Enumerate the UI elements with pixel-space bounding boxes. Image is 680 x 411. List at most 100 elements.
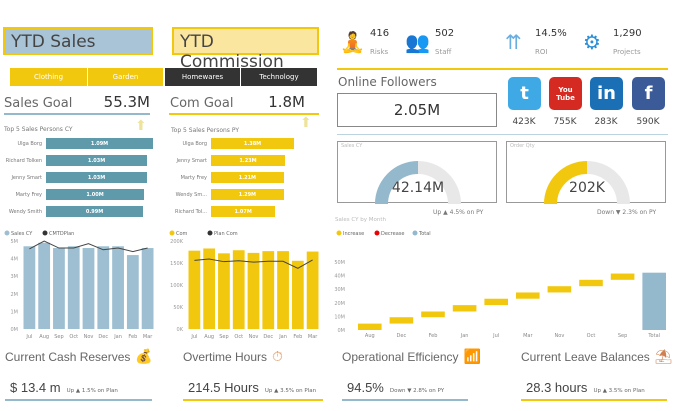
person-bar[interactable]: 1.03M: [46, 172, 148, 183]
tab-homewares[interactable]: Homewares: [165, 68, 241, 86]
kpi-value-row: 94.5% Down ▼ 2.8% on PY: [347, 380, 444, 395]
com-goal-label: Com Goal: [170, 96, 234, 111]
person-name: Jenny Smart: [176, 158, 207, 164]
x-tick: Sep: [54, 334, 63, 340]
kpi-change: Up ▲ 3.5% on Plan: [593, 388, 645, 394]
gauge-title: Order Qty: [510, 143, 535, 149]
facebook-count: 590K: [636, 117, 660, 127]
x-tick: Nov: [555, 333, 565, 339]
growth-chart-icon: 📶: [463, 349, 481, 365]
y-tick: 10M: [334, 314, 345, 320]
top5-cy-title: Top 5 Sales Persons CY: [4, 126, 73, 133]
bar[interactable]: [126, 255, 139, 329]
ytd-commission-title: YTD Commission: [172, 27, 319, 72]
legend-label: Plan Com: [214, 231, 238, 237]
legend-marker: [336, 230, 342, 236]
y-tick: 20M: [334, 301, 345, 307]
kpi-header: Current Cash Reserves 💰: [5, 349, 153, 365]
meditation-icon: 🧘: [340, 30, 365, 54]
increase-bar[interactable]: [547, 286, 572, 293]
legend-marker: [374, 230, 380, 236]
facebook-icon[interactable]: f: [632, 77, 665, 110]
legend-label: Increase: [343, 231, 364, 237]
person-bar[interactable]: 1.09M: [46, 138, 153, 149]
kpi-value-row: 28.3 hours Up ▲ 3.5% on Plan: [526, 380, 645, 395]
increase-bar[interactable]: [421, 311, 445, 318]
legend-label: Sales CY: [11, 231, 33, 237]
kpi-value-row: 214.5 Hours Up ▲ 3.5% on Plan: [188, 380, 316, 395]
kpi-value: 94.5%: [347, 380, 384, 395]
tab-garden[interactable]: Garden: [88, 68, 164, 86]
bar[interactable]: [112, 246, 124, 329]
twitter-icon[interactable]: t: [508, 77, 541, 110]
person-bar[interactable]: 0.99M: [46, 206, 144, 217]
increase-bar[interactable]: [610, 273, 635, 280]
x-tick: Feb: [429, 333, 438, 339]
bar[interactable]: [306, 251, 319, 329]
bar[interactable]: [38, 242, 51, 329]
x-tick: Sep: [618, 333, 627, 339]
legend-marker: [42, 230, 48, 236]
bar[interactable]: [203, 248, 216, 329]
kpi-value: 28.3 hours: [526, 380, 588, 395]
kpi-header: Current Leave Balances ⛱: [521, 349, 673, 365]
bar[interactable]: [23, 246, 36, 329]
increase-bar[interactable]: [484, 298, 508, 306]
person-name: Marty Frey: [180, 175, 207, 181]
y-tick: 0K: [177, 327, 184, 333]
x-tick: Jan: [113, 334, 122, 340]
y-tick: 40M: [334, 274, 345, 280]
increase-bar[interactable]: [358, 323, 382, 330]
increase-bar[interactable]: [452, 305, 477, 312]
x-tick: Sep: [219, 334, 228, 340]
person-bar[interactable]: 1.23M: [211, 155, 285, 166]
bar[interactable]: [247, 252, 260, 329]
increase-bar[interactable]: [389, 317, 414, 324]
kpi-header: Overtime Hours ⏱: [183, 349, 283, 365]
kpi-header: Operational Efficiency 📶: [342, 349, 481, 365]
bar[interactable]: [67, 246, 80, 329]
plan-line: [29, 240, 148, 253]
tab-clothing[interactable]: Clothing: [10, 68, 88, 86]
bar[interactable]: [141, 248, 154, 329]
bar[interactable]: [262, 251, 275, 329]
divider: [337, 68, 668, 70]
person-name: Marty Frey: [15, 192, 42, 198]
x-tick: Oct: [234, 334, 243, 340]
divider: [4, 113, 150, 115]
person-bar[interactable]: 1.38M: [211, 138, 294, 149]
person-name: Wendy Smith: [8, 209, 42, 215]
linkedin-icon[interactable]: in: [590, 77, 623, 110]
bar[interactable]: [97, 246, 110, 329]
increase-bar[interactable]: [579, 279, 603, 287]
bar[interactable]: [232, 250, 245, 329]
person-bar[interactable]: 1.07M: [211, 206, 276, 217]
kpi-title: Current Cash Reserves: [5, 350, 131, 364]
com-goal-value: 1.8M: [268, 93, 305, 111]
stat-label: ROI: [535, 48, 548, 56]
increase-bar[interactable]: [516, 292, 540, 299]
tab-technology[interactable]: Technology: [241, 68, 318, 86]
waterfall-title: Sales CY by Month: [335, 217, 386, 223]
person-name: Jenny Smart: [11, 175, 42, 181]
person-bar[interactable]: 1.00M: [46, 189, 145, 200]
divider: [337, 134, 668, 135]
bar[interactable]: [188, 250, 201, 329]
bar[interactable]: [277, 251, 289, 329]
stat-value: 416: [370, 28, 390, 39]
total-bar[interactable]: [642, 272, 666, 330]
bar[interactable]: [218, 253, 230, 329]
x-tick: Jan: [460, 333, 469, 339]
x-tick: Feb: [293, 334, 302, 340]
person-bar[interactable]: 1.29M: [211, 189, 284, 200]
gauge-arc: [375, 161, 461, 205]
youtube-icon[interactable]: You Tube: [549, 77, 582, 110]
legend-marker: [412, 230, 418, 236]
bar[interactable]: [53, 248, 65, 329]
person-bar[interactable]: 1.03M: [46, 155, 148, 166]
bar[interactable]: [82, 248, 95, 329]
bar[interactable]: [291, 260, 304, 329]
x-tick: Dec: [397, 333, 407, 339]
person-name: Ulga Borg: [17, 141, 42, 147]
person-bar[interactable]: 1.21M: [211, 172, 284, 183]
